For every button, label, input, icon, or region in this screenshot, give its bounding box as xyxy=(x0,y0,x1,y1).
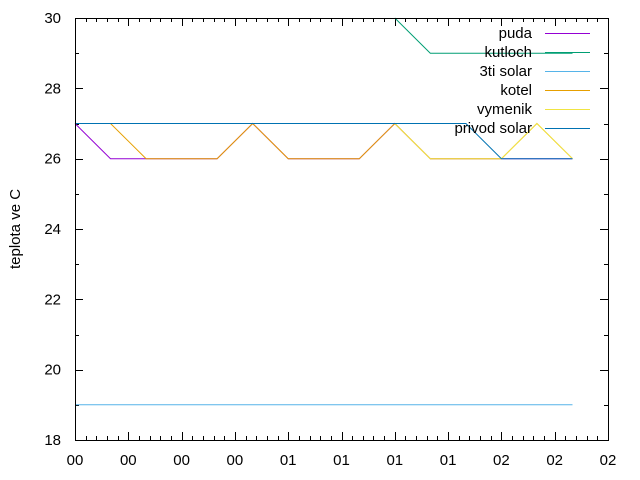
y-tick-label: 28 xyxy=(44,80,61,97)
series-line-privod-solar xyxy=(75,123,573,160)
y-tick-label: 22 xyxy=(44,291,61,308)
x-tick-label: 01 xyxy=(280,452,297,469)
series-line-vymenik xyxy=(394,122,573,160)
x-tick-label: 00 xyxy=(227,452,244,469)
x-tick-label: 02 xyxy=(546,452,563,469)
y-tick-label: 20 xyxy=(44,362,61,379)
series-lines xyxy=(74,17,573,406)
x-tick-label: 02 xyxy=(600,452,617,469)
legend-label: kotel xyxy=(500,82,532,99)
legend: puda kutloch 3ti solar kotel vymenik privod s… xyxy=(454,25,590,137)
series-line-kutloch xyxy=(394,17,573,54)
x-tick-label: 01 xyxy=(440,452,457,469)
x-tick-label: 00 xyxy=(120,452,137,469)
x-tick-label: 00 xyxy=(67,452,84,469)
tick-labels: 18 20 22 24 26 28 30 00 00 00 00 01 01 01 01 02 02 02 xyxy=(44,10,616,469)
legend-label: puda xyxy=(499,25,533,42)
x-tick-label: 01 xyxy=(333,452,350,469)
legend-label: kutloch xyxy=(484,44,532,61)
x-tick-label: 00 xyxy=(173,452,190,469)
y-tick-label: 30 xyxy=(44,10,61,27)
y-tick-label: 26 xyxy=(44,151,61,168)
legend-label: privod solar xyxy=(454,120,532,137)
y-axis-label: teplota ve C xyxy=(7,189,24,269)
x-tick-label: 01 xyxy=(386,452,403,469)
y-tick-label: 18 xyxy=(44,432,61,449)
x-tick-label: 02 xyxy=(493,452,510,469)
y-tick-label: 24 xyxy=(44,221,61,238)
legend-label: 3ti solar xyxy=(479,63,532,80)
legend-label: vymenik xyxy=(477,101,533,118)
plot-frame xyxy=(75,18,609,441)
